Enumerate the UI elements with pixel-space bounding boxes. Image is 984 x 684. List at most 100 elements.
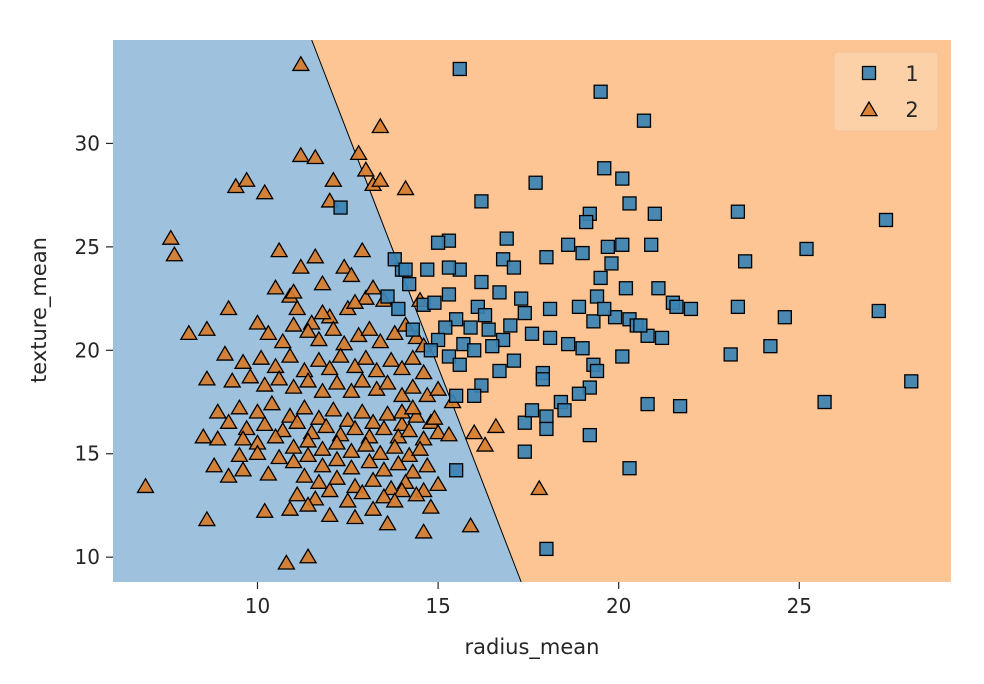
point-class-1 <box>441 349 457 364</box>
point-class-1 <box>517 305 532 321</box>
point-class-1 <box>571 299 587 315</box>
point-class-2 <box>392 481 412 498</box>
point-class-2 <box>403 463 422 479</box>
point-class-1 <box>463 320 478 335</box>
point-class-1 <box>506 260 522 275</box>
point-class-2 <box>309 409 329 425</box>
point-class-1 <box>499 231 514 246</box>
point-class-2 <box>266 357 285 374</box>
point-class-1 <box>535 372 550 387</box>
point-class-2 <box>400 421 419 438</box>
point-class-1 <box>622 461 637 476</box>
point-class-2 <box>280 347 300 363</box>
point-class-2 <box>327 434 347 450</box>
point-class-2 <box>342 458 361 475</box>
point-class-2 <box>353 372 372 388</box>
point-class-1 <box>402 276 417 292</box>
point-class-2 <box>345 293 365 309</box>
y-tick-label: 10 <box>75 545 100 569</box>
point-class-1 <box>448 312 464 327</box>
point-class-1 <box>481 322 496 337</box>
point-class-2 <box>313 382 332 398</box>
point-class-2 <box>288 485 307 502</box>
point-class-2 <box>259 465 278 481</box>
point-class-1 <box>669 299 684 315</box>
point-class-2 <box>363 471 383 487</box>
point-class-2 <box>486 417 506 434</box>
point-class-1 <box>593 270 608 286</box>
point-class-1 <box>452 357 467 372</box>
point-class-2 <box>230 398 249 415</box>
point-class-2 <box>295 398 314 415</box>
decision-regions <box>113 39 951 583</box>
point-class-2 <box>320 359 339 376</box>
point-class-2 <box>360 452 379 469</box>
point-class-2 <box>349 144 368 161</box>
point-class-1 <box>524 403 540 418</box>
point-class-2 <box>345 477 365 494</box>
point-class-2 <box>233 353 253 369</box>
point-class-2 <box>439 425 459 442</box>
legend-entry-label: 2 <box>905 98 918 122</box>
point-class-2 <box>331 347 350 363</box>
point-class-2 <box>291 55 310 72</box>
legend-marker-square <box>861 65 877 81</box>
x-axis-label: radius_mean <box>465 635 600 660</box>
point-class-1 <box>644 237 659 252</box>
point-class-2 <box>360 320 379 336</box>
point-class-2 <box>273 421 292 438</box>
point-class-2 <box>363 278 383 295</box>
point-class-1 <box>398 262 413 277</box>
point-class-1 <box>333 200 348 215</box>
point-class-1 <box>597 161 612 176</box>
point-class-2 <box>385 324 404 341</box>
point-class-1 <box>622 196 637 211</box>
point-class-1 <box>683 301 699 317</box>
point-class-2 <box>288 413 307 429</box>
point-class-2 <box>392 415 412 432</box>
y-tick-label: 30 <box>75 131 100 155</box>
point-class-2 <box>197 510 217 527</box>
point-class-1 <box>438 320 453 335</box>
point-class-2 <box>219 413 238 429</box>
point-class-1 <box>441 260 457 275</box>
point-class-1 <box>474 274 489 290</box>
point-class-2 <box>262 394 282 411</box>
point-class-2 <box>335 334 354 351</box>
point-class-1 <box>517 415 532 430</box>
point-class-1 <box>730 204 746 219</box>
point-class-1 <box>542 330 558 346</box>
point-class-2 <box>421 498 440 514</box>
point-class-1 <box>391 301 406 317</box>
point-class-2 <box>270 448 289 465</box>
point-class-1 <box>539 541 554 557</box>
point-class-1 <box>593 84 608 99</box>
point-class-1 <box>467 343 482 358</box>
y-axis-label: texture_mean <box>27 237 52 383</box>
point-class-1 <box>575 341 590 356</box>
point-class-2 <box>298 547 318 564</box>
point-class-1 <box>503 318 518 333</box>
point-class-1 <box>737 254 753 269</box>
point-class-2 <box>428 380 448 396</box>
point-class-1 <box>640 396 655 412</box>
decision-boundary-line <box>311 39 522 583</box>
point-class-2 <box>353 403 372 419</box>
point-class-1 <box>448 388 464 403</box>
point-class-2 <box>233 461 253 477</box>
point-class-2 <box>367 361 386 378</box>
point-class-2 <box>378 514 397 531</box>
point-class-2 <box>342 442 361 458</box>
point-class-1 <box>539 421 554 437</box>
point-class-2 <box>338 411 357 427</box>
point-class-2 <box>241 367 260 384</box>
point-class-2 <box>324 320 343 336</box>
point-class-2 <box>378 405 397 421</box>
point-class-2 <box>230 446 249 463</box>
point-class-2 <box>338 492 357 508</box>
x-tick-label: 15 <box>425 594 450 618</box>
point-class-1 <box>817 394 832 410</box>
y-axis: 10 15 20 25 30 <box>75 131 113 569</box>
point-class-2 <box>461 516 480 533</box>
point-class-2 <box>530 479 549 496</box>
